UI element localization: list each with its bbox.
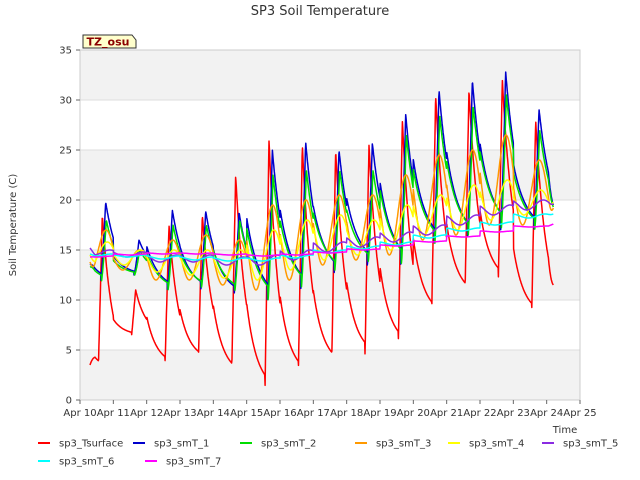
x-tick-label: Apr 12: [130, 408, 163, 419]
x-tick-label: Apr 23: [497, 408, 530, 419]
legend-label: sp3_smT_3: [376, 439, 431, 450]
legend-item: sp3_smT_2: [240, 439, 316, 450]
site-label-text: TZ_osu: [87, 36, 130, 49]
x-tick-label: Apr 15: [230, 408, 263, 419]
legend-label: sp3_smT_5: [563, 439, 618, 450]
series-line-sp3_smT_7: [89, 223, 554, 258]
x-tick-label: Apr 10: [63, 408, 96, 419]
legend-item: sp3_smT_1: [133, 439, 209, 450]
chart-title: SP3 Soil Temperature: [251, 4, 389, 19]
x-tick-label: Apr 24: [530, 408, 563, 419]
series-line-sp3_smT_3: [89, 134, 555, 291]
series-line-sp3_smT_5: [89, 199, 554, 266]
site-label-box: [82, 34, 137, 49]
legend-label: sp3_smT_4: [469, 439, 524, 450]
y-tick-label: 25: [59, 146, 72, 157]
y-tick-label: 30: [59, 96, 72, 107]
x-tick-label: Apr 25: [563, 408, 596, 419]
legend-item: sp3_smT_7: [145, 457, 221, 468]
x-tick-label: Apr 18: [330, 408, 363, 419]
legend-item: sp3_Tsurface: [38, 439, 123, 450]
legend-label: sp3_smT_6: [59, 457, 114, 468]
x-tick-label: Apr 16: [263, 408, 296, 419]
legend-item: sp3_smT_6: [38, 457, 114, 468]
y-tick-label: 5: [66, 346, 72, 357]
x-tick-label: Apr 19: [363, 408, 396, 419]
legend-item: sp3_smT_3: [355, 439, 431, 450]
x-tick-label: Apr 21: [430, 408, 463, 419]
legend: sp3_Tsurface sp3_smT_1 sp3_smT_2 sp3_smT_3 s…: [38, 439, 618, 468]
y-tick-label: 20: [59, 196, 72, 207]
x-tick-label: Apr 11: [97, 408, 130, 419]
x-tick-label: Apr 17: [297, 408, 330, 419]
y-tick-label: 10: [59, 296, 72, 307]
y-tick-label: 0: [66, 396, 72, 407]
x-tick-label: Apr 22: [463, 408, 496, 419]
y-tick-label: 35: [59, 46, 72, 57]
y-tick-label: 15: [59, 246, 72, 257]
legend-label: sp3_smT_1: [154, 439, 209, 450]
x-axis-label: Time: [552, 425, 577, 436]
series-line-sp3_smT_2: [89, 94, 555, 301]
legend-item: sp3_smT_4: [448, 439, 524, 450]
legend-label: sp3_Tsurface: [59, 439, 123, 450]
x-tick-label: Apr 14: [197, 408, 230, 419]
y-axis-label: Soil Temperature (C): [8, 174, 19, 277]
plot-frame: [79, 49, 581, 401]
grid-band: [80, 50, 580, 100]
legend-label: sp3_smT_7: [166, 457, 221, 468]
site-label: TZ_osu: [82, 34, 137, 49]
x-tick-label: Apr 13: [163, 408, 196, 419]
legend-label: sp3_smT_2: [261, 439, 316, 450]
x-tick-label: Apr 20: [397, 408, 430, 419]
legend-item: sp3_smT_5: [542, 439, 618, 450]
grid-band: [80, 350, 580, 400]
